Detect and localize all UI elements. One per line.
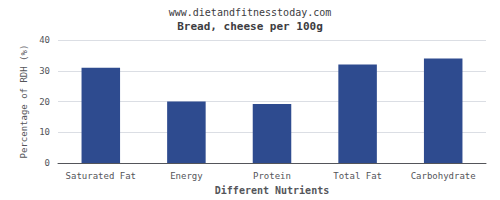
svg-text:Different Nutrients: Different Nutrients [215,185,329,196]
svg-text:Percentage of RDH (%): Percentage of RDH (%) [19,45,29,159]
svg-text:30: 30 [39,66,50,76]
svg-text:40: 40 [39,35,50,45]
svg-text:10: 10 [39,127,50,137]
svg-text:Saturated Fat: Saturated Fat [66,171,136,181]
svg-text:Bread, cheese per 100g: Bread, cheese per 100g [177,20,323,33]
svg-text:Total Fat: Total Fat [333,171,382,181]
svg-text:0: 0 [45,158,50,168]
svg-text:Protein: Protein [253,171,291,181]
svg-text:Carbohydrate: Carbohydrate [411,171,476,181]
svg-text:20: 20 [39,97,50,107]
svg-text:Energy: Energy [170,171,203,181]
svg-text:www.dietandfitnesstoday.com: www.dietandfitnesstoday.com [169,7,332,18]
